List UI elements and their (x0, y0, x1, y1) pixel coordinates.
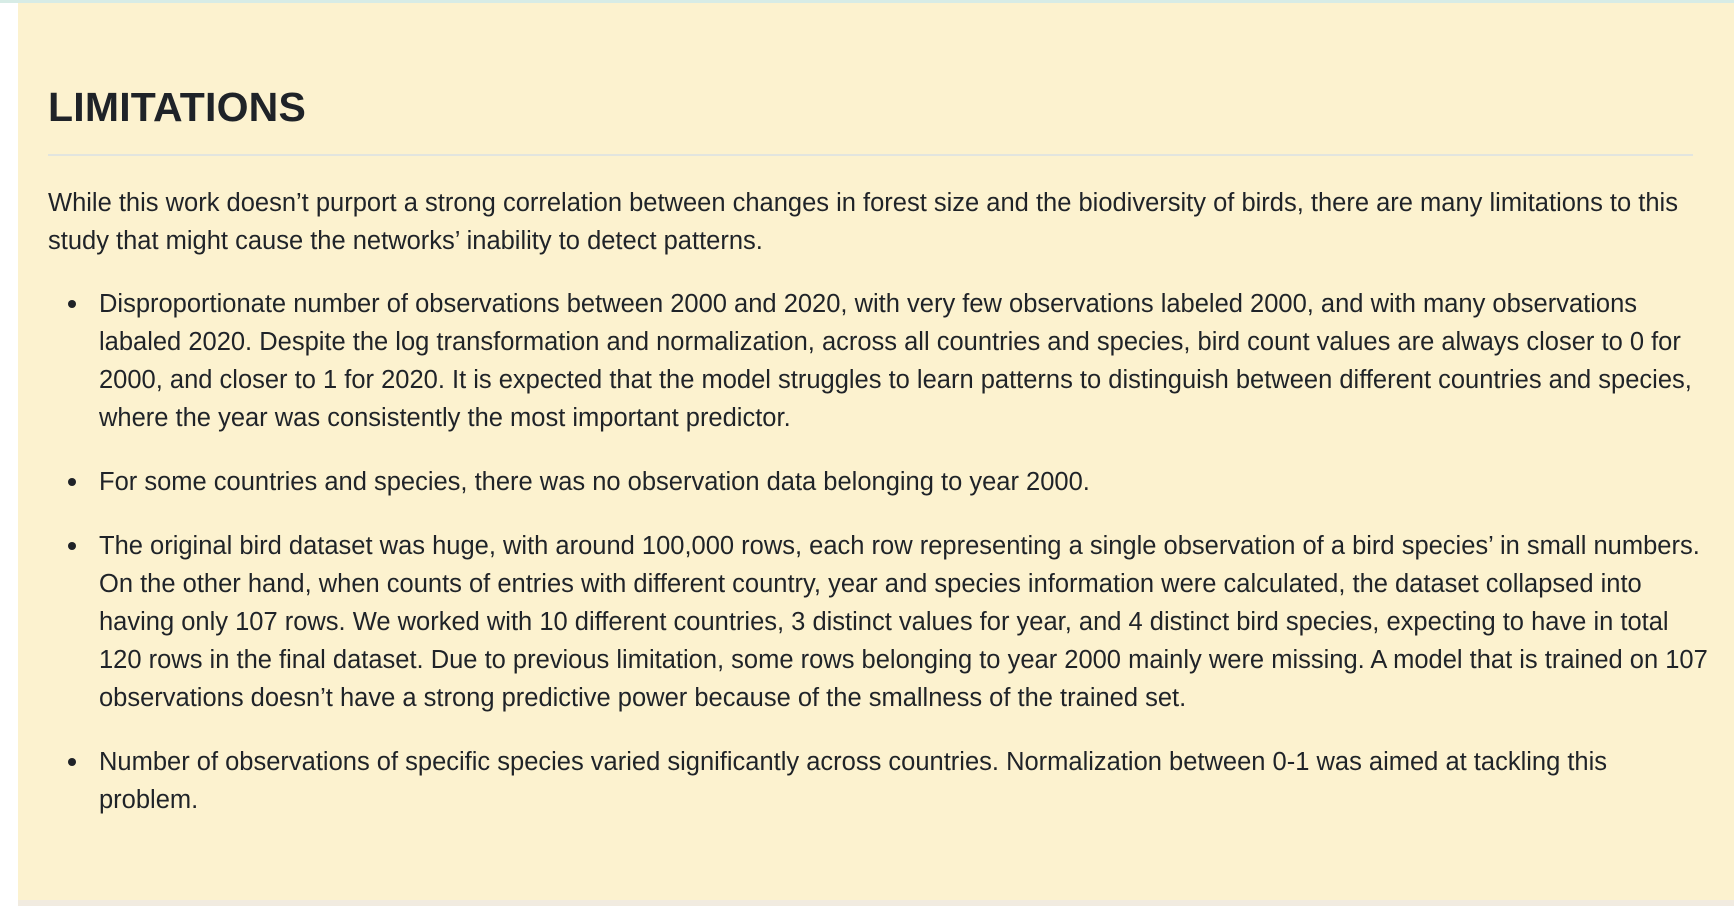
bullet-icon (68, 300, 76, 308)
intro-paragraph: While this work doesn’t purport a strong… (48, 189, 1678, 255)
list-item-text: For some countries and species, there wa… (99, 468, 1090, 496)
bottom-border (18, 900, 1734, 906)
list-item: The original bird dataset was huge, with… (48, 527, 1708, 717)
list-item-text: The original bird dataset was huge, with… (99, 532, 1708, 712)
bullet-icon (68, 542, 76, 550)
limitations-list: Disproportionate number of observations … (48, 285, 1708, 819)
list-item: Disproportionate number of observations … (48, 285, 1708, 437)
list-item-text: Disproportionate number of observations … (99, 290, 1692, 432)
limitations-note-box: LIMITATIONS While this work doesn’t purp… (18, 3, 1734, 906)
bullet-icon (68, 478, 76, 486)
section-title: LIMITATIONS (48, 84, 307, 130)
list-item-text: Number of observations of specific speci… (99, 748, 1608, 814)
list-item: Number of observations of specific speci… (48, 743, 1708, 819)
title-divider (48, 154, 1693, 156)
bullet-icon (68, 758, 76, 766)
list-item: For some countries and species, there wa… (48, 463, 1708, 501)
top-border (0, 0, 1734, 3)
